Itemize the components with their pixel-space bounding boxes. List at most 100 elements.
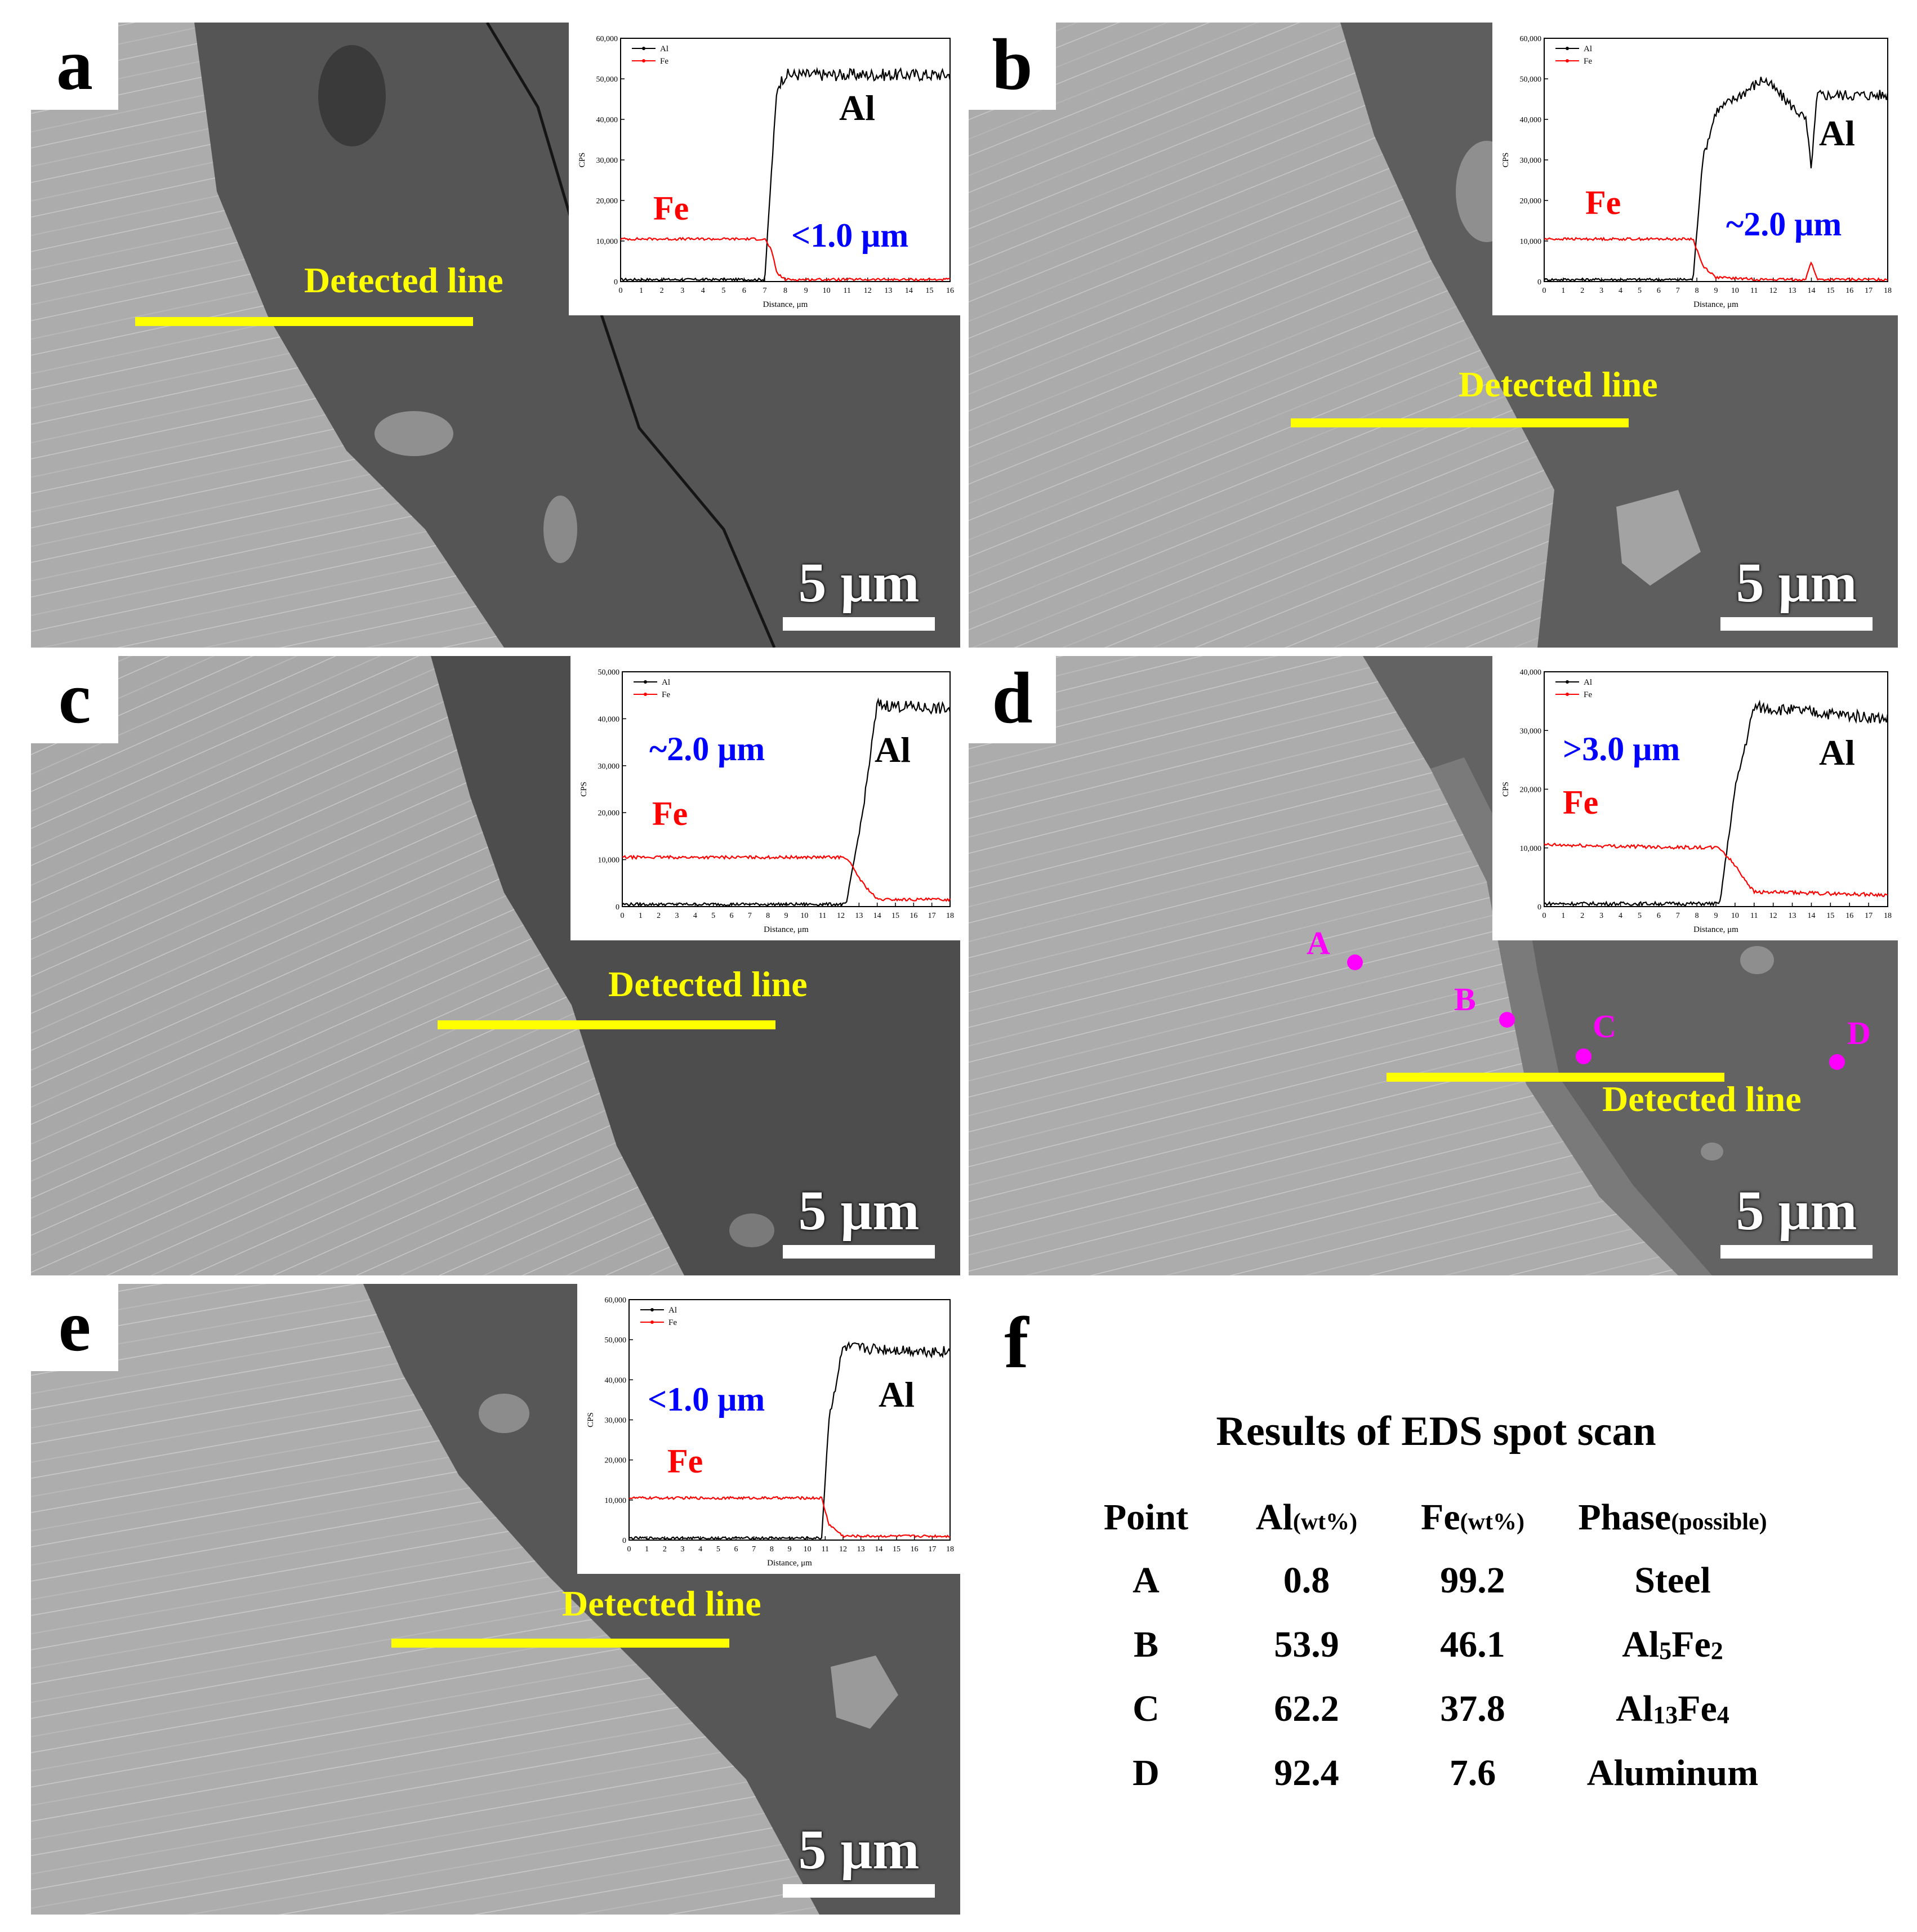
y-axis-label: CPS [586, 1412, 595, 1427]
x-tick-label: 3 [675, 912, 679, 920]
scale-bar-text-d: 5 μm [1736, 1179, 1857, 1242]
x-tick-label: 7 [1676, 912, 1680, 920]
scale-bar-e: 5 μm [783, 1819, 935, 1898]
series-line-fe [1544, 237, 1888, 282]
y-tick-label: 60,000 [605, 1296, 627, 1305]
panel-c: c Detected line 50,000 40,000 30,000 20,000… [31, 656, 960, 1275]
x-tick-label: 12 [1769, 912, 1777, 920]
x-tick-label: 13 [857, 1545, 865, 1554]
scale-bar-line-a [783, 617, 935, 631]
y-tick-label: 50,000 [605, 1336, 627, 1345]
x-tick-label: 3 [1599, 912, 1603, 920]
linescan-inset-d: 40,000 30,000 20,000 10,000 0 0 1 2 3 4 5 6 7 8 9 10 11 1… [1492, 656, 1898, 940]
panel-label-f: f [977, 1301, 1056, 1388]
x-tick-label: 18 [946, 1545, 954, 1554]
x-tick-label: 4 [1619, 912, 1622, 920]
fe-label-b: Fe [1585, 184, 1621, 221]
panel-b: b Detected line 60,000 50,000 40,000 30,000… [969, 23, 1898, 648]
x-tick-label: 12 [864, 287, 872, 295]
y-tick-label: 10,000 [596, 238, 618, 246]
panel-label-a: a [31, 23, 118, 110]
scale-bar-line-e [783, 1884, 935, 1898]
cell-phase: Aluminum [1554, 1741, 1791, 1805]
panel-label-d: d [969, 656, 1056, 743]
legend-marker-fe [650, 1320, 654, 1324]
detected-line-label-a: Detected line [304, 260, 503, 300]
x-tick-label: 12 [839, 1545, 847, 1554]
scale-bar-text-c: 5 μm [798, 1179, 920, 1242]
y-tick-label: 0 [622, 1537, 626, 1545]
detected-line-b [1291, 418, 1629, 427]
header-phase-text: Phase [1578, 1497, 1671, 1538]
x-tick-label: 2 [660, 287, 664, 295]
x-tick-label: 0 [621, 912, 625, 920]
panel-label-c: c [31, 656, 118, 743]
x-tick-label: 13 [1789, 287, 1796, 295]
legend-label-al: Al [660, 44, 668, 53]
x-tick-label: 15 [1826, 287, 1834, 295]
panel-a: a Detected line 60,000 50,000 40,000 30,000… [31, 23, 960, 648]
x-tick-label: 4 [701, 287, 705, 295]
legend-marker-fe [642, 59, 645, 63]
x-tick-label: 17 [928, 1545, 936, 1554]
x-tick-label: 8 [1695, 912, 1699, 920]
y-tick-label: 50,000 [1520, 75, 1542, 84]
point-marker-d [1829, 1054, 1845, 1070]
scale-bar-line-d [1720, 1245, 1873, 1259]
x-tick-label: 0 [627, 1545, 631, 1554]
x-tick-label: 1 [645, 1545, 649, 1554]
legend-marker-fe [1566, 693, 1569, 696]
x-tick-label: 2 [1580, 287, 1584, 295]
phase-element: Fe [1678, 1688, 1717, 1729]
phase-element: Al [1616, 1688, 1653, 1729]
legend-marker-al [642, 47, 645, 50]
table-row: C 62.2 37.8 Al13Fe4 [1070, 1677, 1791, 1741]
thickness-label-a: <1.0 μm [791, 217, 909, 254]
y-axis-label: CPS [1501, 153, 1510, 168]
y-axis-label: CPS [578, 153, 587, 168]
series-line-al [1544, 77, 1889, 282]
x-tick-label: 11 [1750, 287, 1758, 295]
x-tick-label: 11 [819, 912, 826, 920]
cell-phase: Al13Fe4 [1554, 1677, 1791, 1741]
legend-label-fe: Fe [1584, 690, 1592, 699]
header-point: Point [1070, 1487, 1222, 1549]
x-tick-label: 3 [681, 1545, 685, 1554]
x-axis-label: Distance, μm [764, 925, 809, 934]
x-tick-label: 4 [693, 912, 697, 920]
x-tick-label: 14 [1807, 912, 1815, 920]
x-tick-label: 17 [928, 912, 936, 920]
table-row: D 92.4 7.6 Aluminum [1070, 1741, 1791, 1805]
x-tick-label: 14 [1807, 287, 1815, 295]
legend-marker-fe [644, 693, 647, 696]
x-tick-label: 1 [639, 912, 643, 920]
x-tick-label: 6 [742, 287, 746, 295]
x-tick-label: 1 [639, 287, 643, 295]
scale-bar-line-b [1720, 617, 1873, 631]
x-tick-label: 14 [875, 1545, 882, 1554]
series-line-al [1544, 699, 1889, 907]
legend-label-fe: Fe [662, 690, 670, 699]
legend-label-al: Al [662, 678, 670, 687]
linescan-inset-c: 50,000 40,000 30,000 20,000 10,000 0 0 1 2 3 4 5 6 7 8… [570, 656, 960, 940]
phase-subscript: 5 [1659, 1637, 1672, 1665]
al-label-a: Al [839, 88, 875, 128]
x-tick-label: 7 [748, 912, 752, 920]
x-tick-label: 14 [905, 287, 913, 295]
y-tick-label: 20,000 [598, 809, 620, 818]
plot-frame [628, 1299, 951, 1541]
x-tick-label: 12 [1769, 287, 1777, 295]
y-tick-label: 40,000 [598, 715, 620, 724]
linescan-inset-a: 60,000 50,000 40,000 30,000 20,000 10,000 0 0 1 2… [569, 23, 960, 315]
y-tick-label: 50,000 [596, 75, 618, 84]
y-tick-label: 0 [1537, 278, 1541, 287]
y-tick-label: 30,000 [598, 762, 620, 771]
scale-bar-line-c [783, 1245, 935, 1259]
panel-label-e: e [31, 1284, 118, 1371]
detected-line-e [391, 1639, 729, 1648]
legend-marker-al [650, 1308, 654, 1311]
point-label-c: C [1593, 1008, 1616, 1045]
cell-fe-wt: 7.6 [1449, 1752, 1496, 1793]
cell-fe-wt: 37.8 [1440, 1688, 1505, 1729]
